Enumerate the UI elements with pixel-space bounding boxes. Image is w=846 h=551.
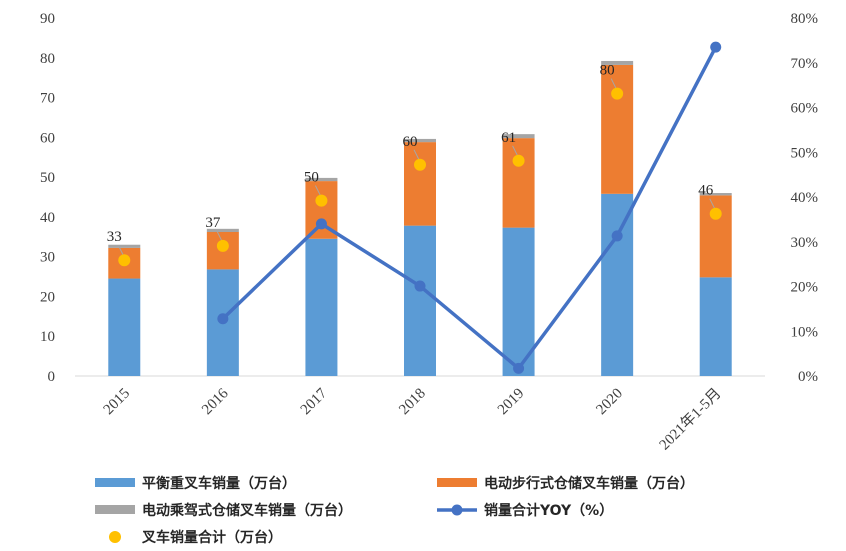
yoy-point [315,218,327,230]
y-right-tick-label: 0% [798,369,818,385]
bar-segment-3 [108,244,141,248]
bar-segment-3 [404,138,436,143]
y-right-tick-label: 10% [791,324,819,340]
y-left-tick-label: 0 [48,369,56,385]
total-dot [315,194,328,207]
total-dot [611,87,624,100]
y-left-tick-label: 50 [40,170,55,186]
y-right-tick-label: 60% [791,101,819,117]
bar-segment-2 [601,64,634,194]
legend: 平衡重叉车销量（万台） 电动步行式仓储叉车销量（万台） 电动乘驾式仓储叉车销量（万台… [95,475,694,546]
y-right-tick-label: 30% [791,235,819,251]
y-left-tick-label: 40 [40,210,55,226]
x-tick-label: 2020 [593,386,626,419]
legend-label: 电动步行式仓储叉车销量（万台） [484,475,694,492]
y-left-tick-label: 70 [40,91,55,107]
legend-swatch [95,478,135,487]
x-tick-label: 2019 [495,386,528,419]
y-left-tick-label: 20 [40,289,55,305]
y-right-tick-label: 40% [791,190,819,206]
total-label: 80 [600,63,615,79]
total-label: 37 [205,215,221,231]
x-tick-label: 2016 [199,385,232,418]
x-tick-label: 2021年1-5月 [656,385,725,454]
total-label: 60 [403,134,418,150]
legend-label: 叉车销量合计（万台） [141,529,282,546]
yoy-point [710,41,722,53]
yoy-line-path [221,46,718,371]
total-leader-line [117,245,124,256]
total-label: 46 [698,183,714,199]
y-left-tick-label: 30 [40,250,55,266]
bar-segment-3 [699,193,732,196]
y-left-tick-label: 80 [40,51,55,67]
yoy-point [414,280,426,292]
legend-swatch [437,478,477,487]
total-leader-line [413,149,420,161]
y-left-tick-label: 90 [40,11,55,27]
legend-label: 销量合计YOY（%） [484,502,613,519]
total-dot [118,254,131,267]
y-right-tick-label: 20% [791,280,819,296]
bar-segment-3 [305,177,338,182]
bar-segment-2 [404,142,436,226]
total-label: 50 [304,170,319,186]
total-leader-line [709,198,716,209]
bar-segment-3 [502,134,535,139]
x-tick-label: 2017 [298,385,331,418]
y-left-tick-label: 10 [40,329,55,345]
yoy-line [217,41,722,374]
yoy-point [611,230,623,242]
total-dot [216,239,229,252]
total-leader-line [314,185,321,196]
bar-segment-2 [502,138,535,228]
x-tick-label: 2018 [396,386,429,419]
total-dot [414,158,426,171]
bar-segment-1 [601,193,634,376]
bar-segment-1 [404,225,436,376]
legend-swatch [95,505,135,514]
legend-label: 电动乘驾式仓储叉车销量（万台） [142,502,352,519]
bar-segment-3 [601,60,634,65]
total-leader-line [216,230,223,242]
total-dot [512,154,525,167]
bar-segment-1 [699,277,732,376]
bar-segment-2 [699,195,732,278]
total-leader-line [512,145,519,157]
total-label: 33 [107,229,122,245]
total-dot [709,207,722,220]
total-dots: 33 37 50 60 61 80 46 [107,63,722,267]
yoy-point [513,362,525,374]
y-right-tick-label: 80% [791,11,819,27]
bars [108,60,732,376]
y-right-tick-label: 70% [791,56,819,72]
bar-segment-3 [206,228,239,233]
total-label: 61 [501,130,516,146]
yoy-point [217,313,229,325]
total-leader-line [610,78,617,89]
legend-swatch [109,531,121,543]
legend-label: 平衡重叉车销量（万台） [142,475,296,492]
y-right-tick-label: 50% [791,145,819,161]
bar-segment-1 [305,238,338,376]
legend-swatch-point [451,504,463,516]
y-left-tick-label: 60 [40,130,55,146]
bar-segment-1 [108,278,141,376]
x-tick-label: 2015 [101,386,134,419]
